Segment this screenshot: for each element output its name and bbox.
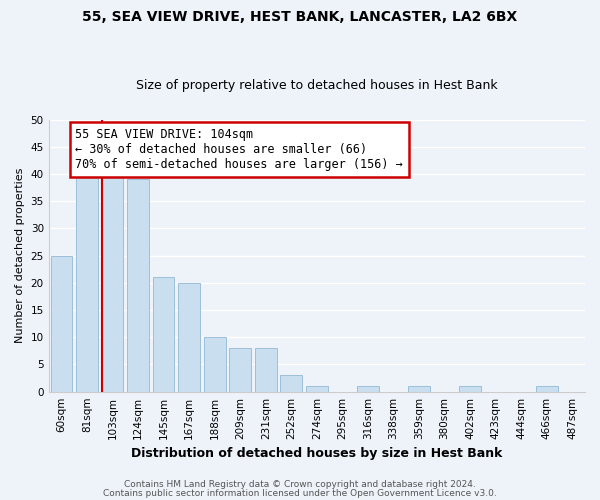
Text: 55 SEA VIEW DRIVE: 104sqm
← 30% of detached houses are smaller (66)
70% of semi-: 55 SEA VIEW DRIVE: 104sqm ← 30% of detac…	[76, 128, 403, 170]
Bar	[76, 168, 98, 392]
Bar	[459, 386, 481, 392]
Text: Contains public sector information licensed under the Open Government Licence v3: Contains public sector information licen…	[103, 488, 497, 498]
Bar	[127, 180, 149, 392]
Bar	[50, 256, 72, 392]
Bar	[357, 386, 379, 392]
Y-axis label: Number of detached properties: Number of detached properties	[15, 168, 25, 344]
Title: Size of property relative to detached houses in Hest Bank: Size of property relative to detached ho…	[136, 79, 497, 92]
Bar	[229, 348, 251, 392]
Text: 55, SEA VIEW DRIVE, HEST BANK, LANCASTER, LA2 6BX: 55, SEA VIEW DRIVE, HEST BANK, LANCASTER…	[82, 10, 518, 24]
Bar	[306, 386, 328, 392]
X-axis label: Distribution of detached houses by size in Hest Bank: Distribution of detached houses by size …	[131, 447, 503, 460]
Bar	[255, 348, 277, 392]
Bar	[178, 283, 200, 392]
Text: Contains HM Land Registry data © Crown copyright and database right 2024.: Contains HM Land Registry data © Crown c…	[124, 480, 476, 489]
Bar	[101, 163, 124, 392]
Bar	[204, 338, 226, 392]
Bar	[536, 386, 557, 392]
Bar	[280, 376, 302, 392]
Bar	[153, 278, 175, 392]
Bar	[408, 386, 430, 392]
